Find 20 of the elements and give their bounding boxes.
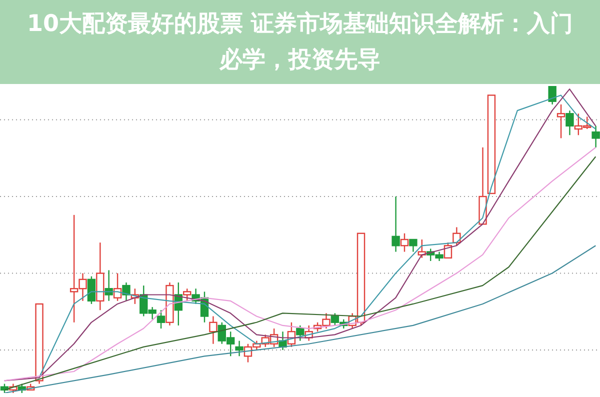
candlestick: [104, 270, 113, 302]
candlestick: [156, 310, 166, 330]
candlestick: [400, 232, 409, 252]
candlestick: [409, 238, 418, 252]
candlestick: [87, 276, 96, 305]
candlestick: [418, 238, 426, 259]
candlestick: [444, 242, 452, 259]
candlestick: [548, 86, 556, 106]
candlestick: [296, 324, 304, 342]
candlestick: [592, 125, 600, 148]
candlestick: [392, 196, 400, 252]
candlestick: [209, 316, 218, 344]
title-banner: 10大配资最好的股票 证券市场基础知识全解析：入门必学，投资先导: [0, 0, 600, 84]
candlestick: [566, 110, 574, 136]
chart-title: 10大配资最好的股票 证券市场基础知识全解析：入门必学，投资先导: [26, 10, 574, 75]
candlestick: [113, 272, 122, 302]
candlestick: [122, 282, 130, 302]
candlestick: [235, 340, 244, 357]
candlestick: [556, 104, 566, 139]
candlestick: [183, 288, 192, 302]
